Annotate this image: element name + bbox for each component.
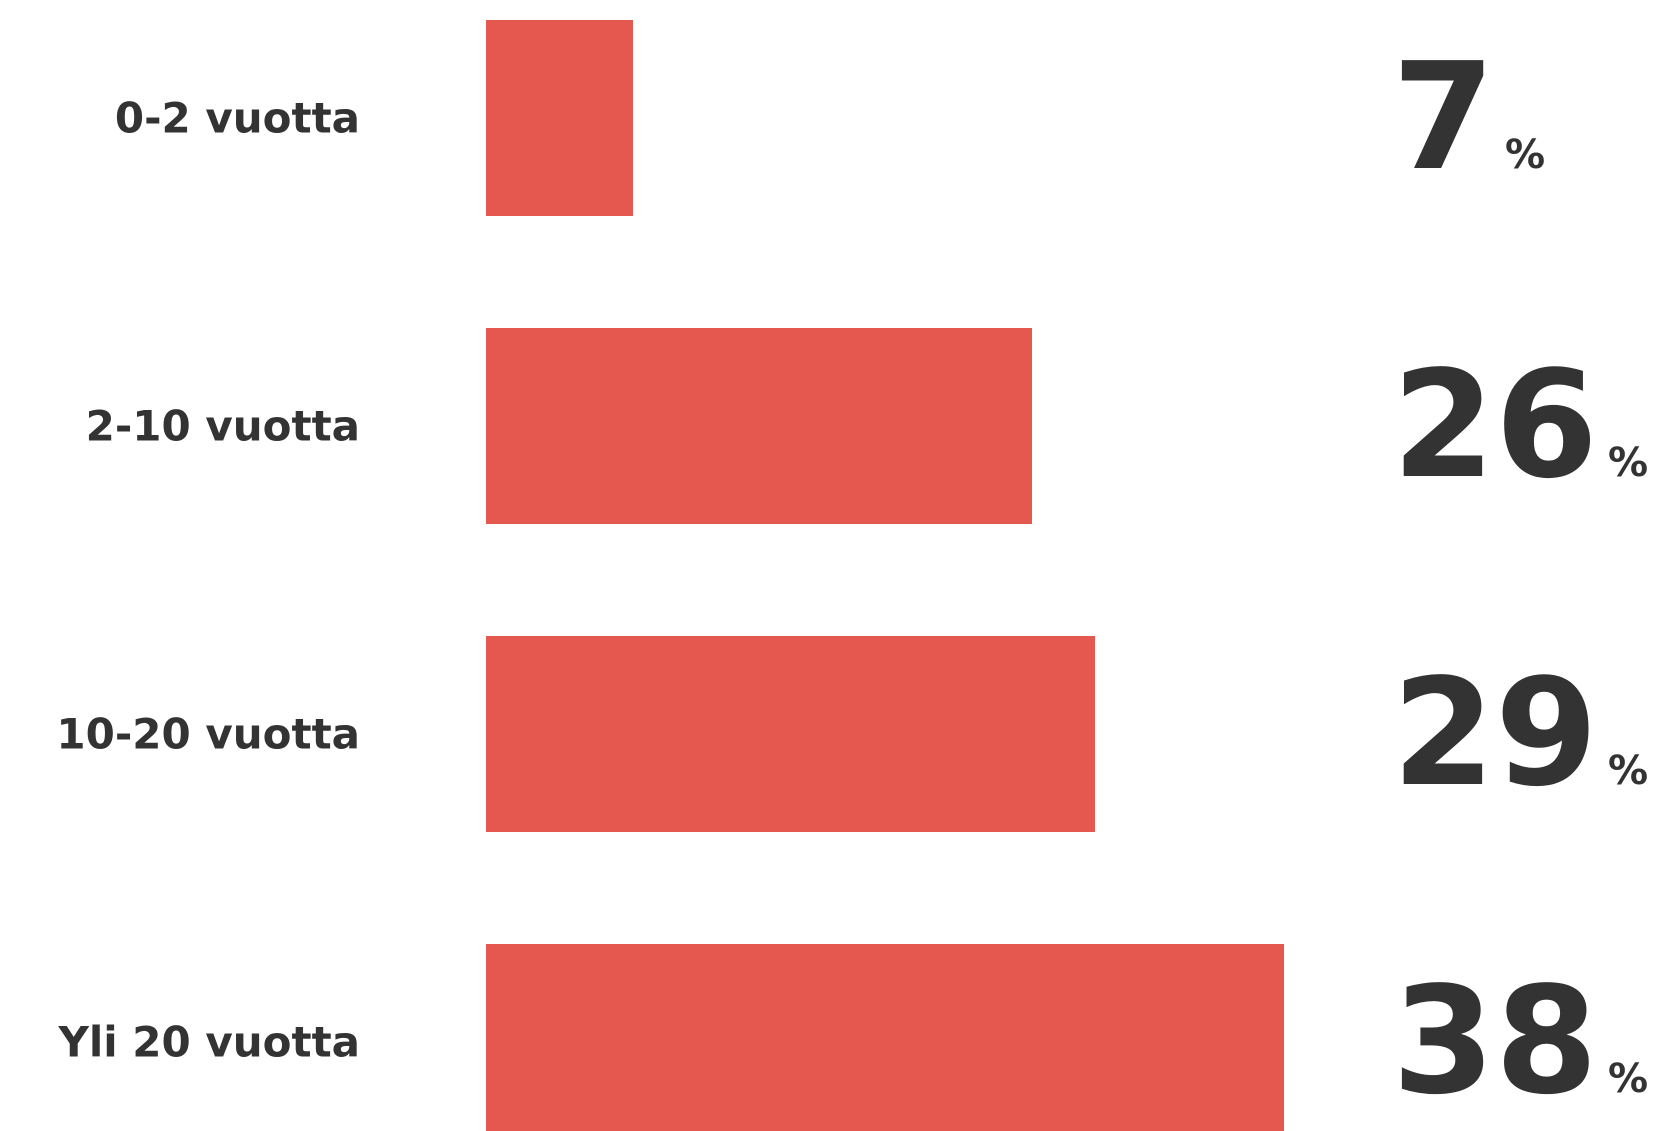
value-unit: % xyxy=(1608,440,1648,486)
value-label: 7% xyxy=(1392,31,1545,203)
bar xyxy=(486,328,1032,524)
value-unit: % xyxy=(1608,748,1648,794)
value-number: 26 xyxy=(1392,339,1598,511)
category-label: 2-10 vuotta xyxy=(86,402,360,451)
category-label: 0-2 vuotta xyxy=(115,94,360,143)
value-number: 7 xyxy=(1392,31,1495,203)
value-label: 26% xyxy=(1392,339,1648,511)
category-label: Yli 20 vuotta xyxy=(57,1018,360,1067)
bar xyxy=(486,20,633,216)
value-label: 38% xyxy=(1392,955,1648,1127)
bars xyxy=(486,20,1284,1131)
value-label: 29% xyxy=(1392,647,1648,819)
bar xyxy=(486,944,1284,1131)
bar xyxy=(486,636,1095,832)
category-label: 10-20 vuotta xyxy=(56,710,360,759)
value-number: 38 xyxy=(1392,955,1598,1127)
value-number: 29 xyxy=(1392,647,1598,819)
value-unit: % xyxy=(1505,132,1545,178)
value-unit: % xyxy=(1608,1056,1648,1102)
value-labels: 7 %26 %29 %38% xyxy=(1392,31,1648,1127)
category-labels: 0-2 vuotta 2-10 vuotta 10-20 vuotta Yli 20 … xyxy=(56,94,360,1067)
